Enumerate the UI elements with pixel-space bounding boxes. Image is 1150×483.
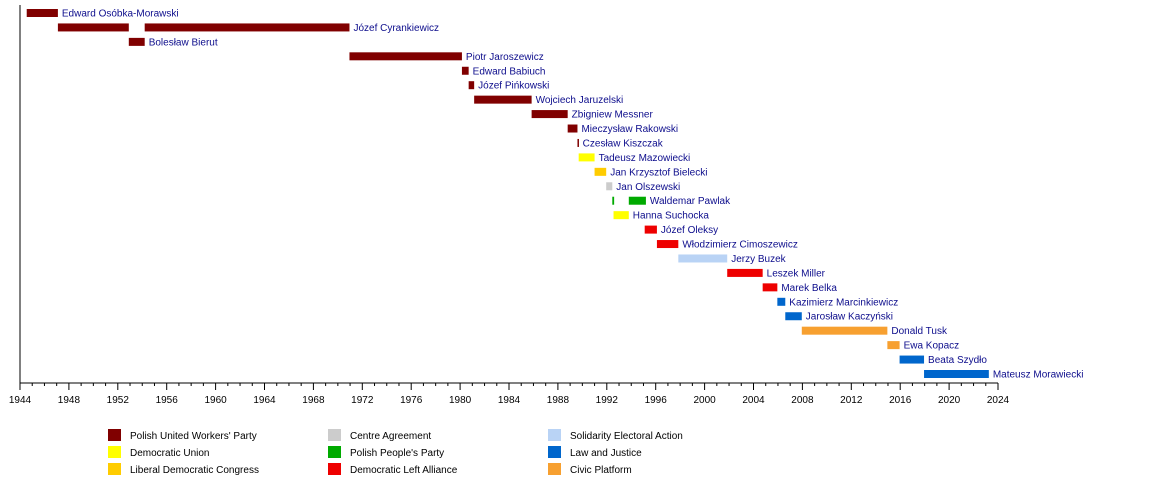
prime-minister-label: Donald Tusk xyxy=(891,326,948,337)
term-bar xyxy=(578,153,595,162)
prime-minister-label: Zbigniew Messner xyxy=(572,110,654,121)
prime-minister-label: Mieczysław Rakowski xyxy=(581,124,678,135)
legend-label: Liberal Democratic Congress xyxy=(130,465,259,476)
legend-label: Polish People's Party xyxy=(350,448,444,459)
term-bar xyxy=(678,254,728,263)
x-tick-label: 1992 xyxy=(596,395,619,406)
x-tick-label: 1968 xyxy=(302,395,325,406)
prime-minister-label: Józef Oleksy xyxy=(661,225,718,236)
prime-minister-label: Jan Olszewski xyxy=(616,182,680,193)
x-tick-label: 2012 xyxy=(840,395,863,406)
term-bar xyxy=(785,312,802,321)
x-tick-label: 1988 xyxy=(547,395,570,406)
term-bar xyxy=(656,240,679,249)
legend-swatch xyxy=(328,429,341,441)
bar-labels-layer: Edward Osóbka-Morawski Józef Cyrankiewicz… xyxy=(62,9,1084,381)
term-bar xyxy=(887,341,900,350)
x-tick-label: 1964 xyxy=(253,395,276,406)
x-tick-label: 1972 xyxy=(351,395,374,406)
prime-minister-label: Hanna Suchocka xyxy=(633,211,710,222)
x-tick-label: 2016 xyxy=(889,395,912,406)
term-bar xyxy=(594,167,607,176)
term-bar xyxy=(57,23,129,32)
x-tick-label: 1976 xyxy=(400,395,423,406)
x-tick-label: 1956 xyxy=(156,395,179,406)
term-bar xyxy=(577,138,579,147)
term-bar xyxy=(349,52,462,61)
x-tick-label: 2004 xyxy=(742,395,765,406)
term-bar xyxy=(924,370,989,378)
legend-label: Centre Agreement xyxy=(350,431,431,442)
term-bar xyxy=(899,355,925,364)
term-bar xyxy=(628,196,646,205)
x-tick-label: 2000 xyxy=(693,395,716,406)
prime-minister-label: Waldemar Pawlak xyxy=(650,196,731,207)
legend-swatch xyxy=(548,463,561,475)
term-bar xyxy=(606,182,613,191)
legend-swatch xyxy=(108,429,121,441)
x-tick-label: 1960 xyxy=(204,395,227,406)
prime-minister-label: Włodzimierz Cimoszewicz xyxy=(682,240,798,251)
prime-minister-label: Jan Krzysztof Bielecki xyxy=(610,167,707,178)
x-tick-label: 1944 xyxy=(9,395,32,406)
prime-minister-label: Leszek Miller xyxy=(767,268,826,279)
term-bar xyxy=(128,37,145,46)
prime-minister-label: Kazimierz Marcinkiewicz xyxy=(789,297,898,308)
prime-minister-label: Piotr Jaroszewicz xyxy=(466,52,544,63)
prime-minister-label: Edward Osóbka-Morawski xyxy=(62,9,179,20)
term-bar xyxy=(613,211,629,220)
legend-label: Solidarity Electoral Action xyxy=(570,431,683,442)
legend-label: Polish United Workers' Party xyxy=(130,431,257,442)
prime-minister-label: Jarosław Kaczyński xyxy=(806,312,893,323)
term-bar xyxy=(762,283,778,292)
term-bar xyxy=(644,225,657,234)
x-tick-label: 1980 xyxy=(449,395,472,406)
prime-minister-label: Czesław Kiszczak xyxy=(583,138,664,149)
legend-swatch xyxy=(328,463,341,475)
legend-label: Democratic Left Alliance xyxy=(350,465,458,476)
x-tick-label: 1984 xyxy=(498,395,521,406)
legend-label: Democratic Union xyxy=(130,448,209,459)
x-tick-label: 2020 xyxy=(938,395,961,406)
legend-label: Civic Platform xyxy=(570,465,632,476)
term-bar xyxy=(567,124,578,133)
term-bar xyxy=(777,297,786,306)
legend-swatch xyxy=(548,429,561,441)
term-bar xyxy=(727,268,763,277)
x-tick-label: 2024 xyxy=(987,395,1010,406)
prime-minister-label: Tadeusz Mazowiecki xyxy=(599,153,691,164)
prime-minister-label: Jerzy Buzek xyxy=(731,254,786,265)
term-bar xyxy=(468,81,475,90)
term-bar xyxy=(474,95,532,104)
legend-swatch xyxy=(108,463,121,475)
term-bar xyxy=(612,196,615,205)
prime-minister-label: Mateusz Morawiecki xyxy=(993,370,1084,381)
legend: Polish United Workers' Party Democratic U… xyxy=(108,429,683,476)
legend-swatch xyxy=(108,446,121,458)
term-bar xyxy=(531,110,568,119)
term-bar xyxy=(461,66,469,75)
prime-minister-label: Edward Babiuch xyxy=(473,66,546,77)
x-axis-ticks: 1944 1948 1952 1956 1960 1964 1968 1972 1976 1980… xyxy=(9,383,1010,406)
term-bar xyxy=(144,23,350,32)
prime-minister-label: Józef Cyrankiewicz xyxy=(353,23,439,34)
legend-label: Law and Justice xyxy=(570,448,642,459)
prime-minister-label: Wojciech Jaruzelski xyxy=(536,95,624,106)
prime-minister-label: Bolesław Bierut xyxy=(149,37,218,48)
x-tick-label: 1996 xyxy=(645,395,668,406)
term-bar xyxy=(801,326,888,335)
x-tick-label: 1948 xyxy=(58,395,81,406)
prime-minister-label: Ewa Kopacz xyxy=(904,341,960,352)
legend-swatch xyxy=(328,446,341,458)
prime-minister-label: Beata Szydło xyxy=(928,355,987,366)
x-tick-label: 1952 xyxy=(107,395,130,406)
prime-minister-label: Marek Belka xyxy=(781,283,837,294)
term-bar xyxy=(26,9,58,17)
bars-layer xyxy=(26,9,989,378)
legend-swatch xyxy=(548,446,561,458)
x-tick-label: 2008 xyxy=(791,395,814,406)
prime-minister-label: Józef Pińkowski xyxy=(478,81,549,92)
